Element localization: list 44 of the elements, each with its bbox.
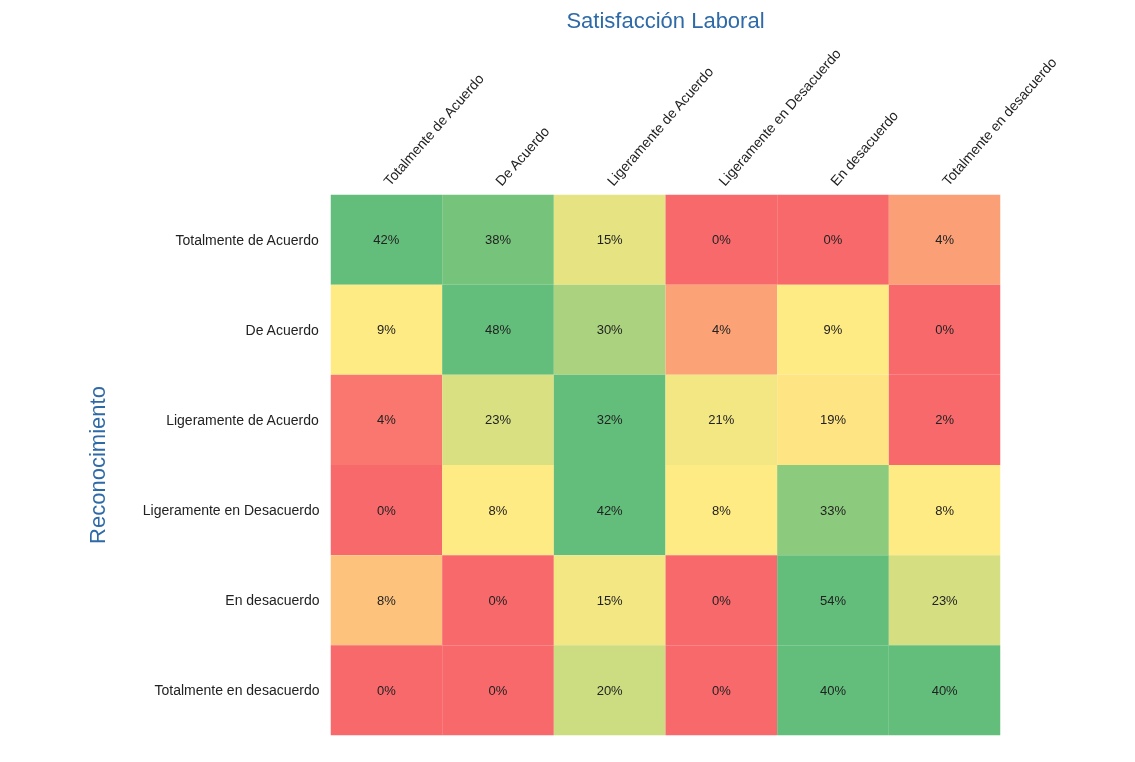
y-tick-label: Totalmente en desacuerdo <box>154 682 320 699</box>
data-label: 23% <box>931 592 959 608</box>
y-tick-label: Ligeramente en Desacuerdo <box>142 502 320 519</box>
data-label: 42% <box>373 232 400 248</box>
data-label: 8% <box>711 502 732 518</box>
data-label: 19% <box>819 412 847 428</box>
data-label: 40% <box>931 682 959 698</box>
data-label: 54% <box>819 592 847 608</box>
data-label: 0% <box>823 232 843 248</box>
y-tick-label: Ligeramente de Acuerdo <box>166 411 319 428</box>
data-label: 4% <box>711 322 732 338</box>
data-label: 0% <box>488 592 508 608</box>
data-label: 0% <box>935 322 955 338</box>
y-tick-label: De Acuerdo <box>245 321 319 338</box>
data-label: 9% <box>823 322 843 338</box>
data-label: 8% <box>376 592 397 608</box>
data-label: 15% <box>596 232 624 248</box>
data-label: 38% <box>484 232 512 248</box>
data-label: 4% <box>376 412 397 428</box>
data-label: 15% <box>596 592 624 608</box>
data-label: 9% <box>376 322 397 338</box>
y-axis-title: Reconocimiento <box>84 386 110 544</box>
data-label: 32% <box>596 412 624 428</box>
data-label: 4% <box>935 232 955 248</box>
data-label: 40% <box>819 682 847 698</box>
data-label: 42% <box>596 502 624 518</box>
data-label: 30% <box>596 322 624 338</box>
data-label: 21% <box>708 412 735 428</box>
data-label: 0% <box>376 502 397 518</box>
data-label: 8% <box>488 502 508 518</box>
data-label: 33% <box>819 502 847 518</box>
data-label: 0% <box>376 682 397 698</box>
data-label: 0% <box>711 232 732 248</box>
y-tick-label: En desacuerdo <box>225 592 320 609</box>
data-label: 23% <box>484 412 512 428</box>
data-label: 0% <box>711 682 732 698</box>
data-label: 48% <box>484 322 512 338</box>
data-label: 0% <box>488 682 508 698</box>
data-label: 8% <box>935 502 955 518</box>
y-tick-label: Totalmente de Acuerdo <box>175 231 319 248</box>
data-label: 20% <box>596 682 624 698</box>
data-label: 2% <box>935 412 955 428</box>
data-label: 0% <box>711 592 732 608</box>
chart-title: Satisfacción Laboral <box>566 7 765 33</box>
